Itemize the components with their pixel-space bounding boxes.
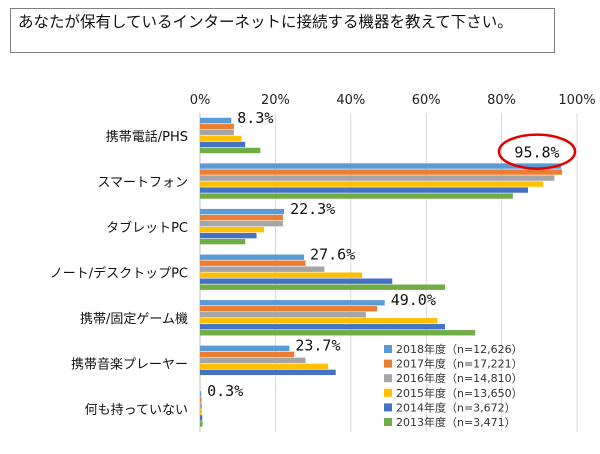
x-tick-label: 20% — [261, 93, 290, 108]
bar — [200, 278, 393, 284]
bar — [200, 284, 446, 290]
bar — [200, 147, 261, 154]
highlight-circle — [497, 133, 577, 170]
bar — [200, 208, 285, 215]
legend-swatch — [384, 388, 392, 397]
data-label: 23.7% — [295, 337, 340, 355]
category-label: 何も持っていない — [85, 402, 188, 418]
bar — [200, 397, 202, 403]
legend-label: 2014年度（n=3,672） — [396, 400, 516, 414]
bar — [200, 175, 555, 181]
bar — [200, 369, 336, 376]
legend-label: 2018年度（n=12,626） — [396, 342, 523, 356]
data-label: 49.0% — [391, 291, 436, 309]
bar — [200, 409, 202, 415]
question-text: あなたが保有しているインターネットに接続する機器を教えて下さい。 — [10, 8, 555, 53]
bar — [200, 169, 562, 175]
bar — [200, 226, 265, 233]
legend-swatch — [384, 345, 392, 353]
legend-swatch — [384, 418, 392, 426]
legend-swatch — [384, 359, 392, 368]
category-label: ノート/デスクトップPC — [50, 266, 188, 282]
data-label: 22.3% — [290, 200, 335, 218]
legend-label: 2013年度（n=3,471） — [396, 415, 516, 429]
x-tick-label: 100% — [558, 93, 595, 108]
bar — [200, 318, 438, 324]
legend-label: 2017年度（n=17,221） — [396, 357, 523, 371]
data-labels: 8.3% 95.8% 22.3% 27.6% 49.0% 23.7% 0.3% — [207, 109, 577, 400]
category-label: 携帯電話/PHS — [106, 129, 188, 145]
bar — [200, 214, 283, 221]
bar — [200, 351, 295, 358]
bars — [200, 117, 562, 427]
bar — [200, 129, 234, 136]
bar — [200, 357, 306, 364]
legend-label: 2015年度（n=13,650） — [396, 386, 523, 400]
bar — [200, 272, 363, 278]
bar — [200, 260, 306, 266]
data-label: 8.3% — [237, 109, 273, 127]
legend-swatch — [384, 403, 392, 412]
bar — [200, 421, 203, 427]
data-label: 95.8% — [514, 144, 559, 162]
bar — [200, 181, 544, 187]
bar — [200, 300, 385, 306]
x-tick-label: 80% — [487, 93, 516, 108]
category-label: スマートフォン — [97, 175, 188, 190]
bar — [200, 345, 290, 352]
bar — [200, 254, 305, 260]
data-label: 0.3% — [207, 382, 243, 400]
x-tick-label: 40% — [336, 93, 365, 108]
bar — [200, 187, 528, 193]
category-label: 携帯音楽プレーヤー — [71, 357, 188, 373]
bar — [200, 193, 513, 199]
bar — [200, 306, 378, 312]
bar — [200, 117, 232, 124]
bar — [200, 330, 476, 336]
bar — [200, 220, 283, 227]
bar — [200, 238, 246, 245]
bar — [200, 403, 202, 409]
bar — [200, 163, 562, 169]
x-tick-label: 0% — [190, 93, 211, 108]
x-axis-ticks: 0% 20% 40% 60% 80% 100% — [190, 93, 596, 108]
category-label: タブレットPC — [106, 220, 188, 236]
x-tick-label: 60% — [412, 93, 441, 108]
bar — [200, 312, 366, 318]
bar — [200, 141, 246, 148]
legend-swatch — [384, 374, 392, 383]
bar — [200, 391, 202, 397]
category-label: 携帯/固定ゲーム機 — [80, 311, 188, 327]
bar — [200, 363, 329, 370]
bar — [200, 135, 242, 142]
legend: 2018年度（n=12,626）2017年度（n=17,221）2016年度（n… — [384, 342, 523, 429]
legend-label: 2016年度（n=14,810） — [396, 371, 523, 385]
bar — [200, 415, 203, 421]
data-label: 27.6% — [310, 246, 355, 264]
bar — [200, 324, 446, 330]
bar — [200, 123, 234, 130]
bar — [200, 266, 325, 272]
bar — [200, 232, 257, 239]
